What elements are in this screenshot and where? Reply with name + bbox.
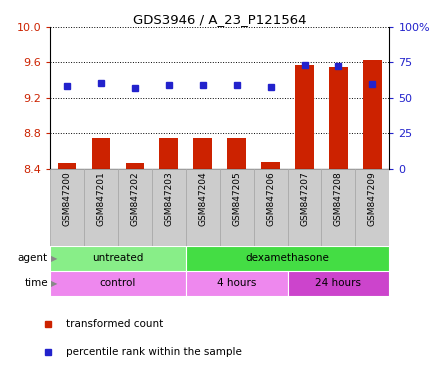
Text: GSM847208: GSM847208	[333, 171, 342, 226]
Bar	[321, 169, 355, 246]
Text: control: control	[99, 278, 136, 288]
Bar	[159, 138, 178, 169]
Bar	[227, 138, 245, 169]
Bar	[329, 67, 347, 169]
Text: GSM847200: GSM847200	[62, 171, 71, 226]
Bar	[50, 169, 84, 246]
Bar	[50, 271, 185, 296]
Bar	[151, 169, 185, 246]
Text: percentile rank within the sample: percentile rank within the sample	[66, 347, 241, 358]
Bar	[287, 271, 388, 296]
Bar	[125, 163, 144, 169]
Text: time: time	[24, 278, 48, 288]
Text: GSM847207: GSM847207	[299, 171, 308, 226]
Bar	[84, 169, 118, 246]
Text: ▶: ▶	[51, 279, 57, 288]
Bar	[355, 169, 388, 246]
Bar	[185, 271, 287, 296]
Bar	[261, 162, 279, 169]
Bar	[185, 246, 388, 271]
Bar	[92, 138, 110, 169]
Bar	[50, 246, 185, 271]
Bar	[219, 169, 253, 246]
Text: ▶: ▶	[51, 254, 57, 263]
Text: agent: agent	[18, 253, 48, 263]
Text: 4 hours: 4 hours	[217, 278, 256, 288]
Text: GSM847205: GSM847205	[232, 171, 240, 226]
Bar	[362, 60, 381, 169]
Text: 24 hours: 24 hours	[315, 278, 361, 288]
Bar	[287, 169, 321, 246]
Text: untreated: untreated	[92, 253, 143, 263]
Text: GSM847204: GSM847204	[198, 171, 207, 226]
Title: GDS3946 / A_23_P121564: GDS3946 / A_23_P121564	[133, 13, 306, 26]
Bar	[58, 163, 76, 169]
Text: transformed count: transformed count	[66, 319, 163, 329]
Text: GSM847202: GSM847202	[130, 171, 139, 226]
Text: GSM847206: GSM847206	[266, 171, 274, 226]
Bar	[295, 65, 313, 169]
Text: dexamethasone: dexamethasone	[245, 253, 329, 263]
Bar	[118, 169, 151, 246]
Bar	[253, 169, 287, 246]
Text: GSM847203: GSM847203	[164, 171, 173, 226]
Bar	[185, 169, 219, 246]
Text: GSM847201: GSM847201	[96, 171, 105, 226]
Text: GSM847209: GSM847209	[367, 171, 376, 226]
Bar	[193, 138, 211, 169]
